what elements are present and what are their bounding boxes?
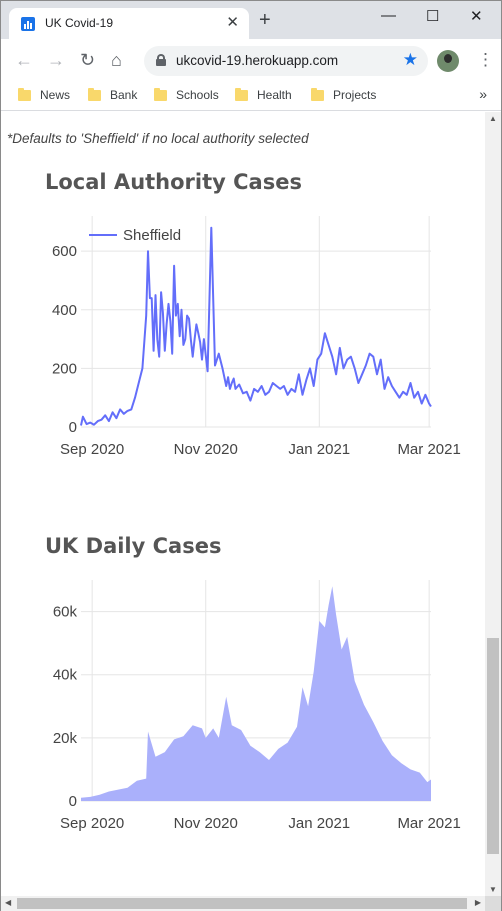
star-icon[interactable]: ★ [402, 50, 418, 69]
horizontal-scroll-thumb[interactable] [17, 898, 467, 909]
scrollbar-corner [485, 896, 501, 911]
x-tick-label: Sep 2020 [60, 441, 124, 458]
y-tick-label: 600 [52, 243, 77, 260]
tab-uk-covid[interactable]: UK Covid-19 ✕ [9, 8, 249, 39]
page-content: *Defaults to 'Sheffield' if no local aut… [1, 112, 485, 896]
y-tick-label: 400 [52, 302, 77, 319]
y-tick-label: 60k [53, 604, 78, 621]
bookmarks-bar: News Bank Schools Health Projects » [1, 83, 501, 111]
tab-strip: UK Covid-19 ✕ + — ☐ ✕ [1, 1, 501, 39]
tab-title: UK Covid-19 [45, 16, 114, 30]
x-tick-label: Mar 2021 [397, 441, 460, 458]
lock-icon [156, 54, 166, 66]
y-tick-label: 0 [69, 793, 77, 810]
profile-avatar[interactable] [437, 50, 459, 72]
reload-icon[interactable]: ↻ [80, 50, 96, 70]
y-tick-label: 0 [69, 419, 77, 436]
maximize-button[interactable]: ☐ [426, 8, 440, 25]
x-tick-label: Sep 2020 [60, 815, 124, 832]
x-tick-label: Mar 2021 [397, 815, 460, 832]
x-tick-label: Jan 2021 [288, 815, 350, 832]
folder-icon [18, 88, 31, 101]
scroll-up-icon[interactable]: ▲ [489, 114, 497, 123]
folder-icon [235, 88, 248, 101]
sheffield-line[interactable] [80, 226, 432, 426]
default-note: *Defaults to 'Sheffield' if no local aut… [7, 131, 309, 146]
x-tick-label: Nov 2020 [174, 815, 238, 832]
uk-cases-area[interactable] [81, 586, 431, 801]
forward-arrow-icon[interactable]: → [47, 50, 65, 70]
address-bar[interactable]: ukcovid-19.herokuapp.com ★ [144, 46, 428, 76]
scroll-right-icon[interactable]: ▶ [474, 898, 481, 907]
x-tick-label: Jan 2021 [288, 441, 350, 458]
tab-close-icon[interactable]: ✕ [226, 14, 239, 31]
y-tick-label: 40k [53, 667, 78, 684]
new-tab-button[interactable]: + [259, 9, 271, 31]
y-tick-label: 20k [53, 730, 78, 747]
horizontal-scrollbar[interactable]: ◀ ▶ [1, 896, 485, 911]
chart-legend[interactable]: Sheffield [89, 227, 181, 244]
uk-daily-chart[interactable]: Sep 2020 Nov 2020 Jan 2021 Mar 2021 0 20k 40k 6… [1, 576, 485, 836]
local-authority-title: Local Authority Cases [45, 170, 302, 194]
home-icon[interactable]: ⌂ [111, 50, 122, 70]
scroll-left-icon[interactable]: ◀ [5, 898, 12, 907]
browser-toolbar: ← → ↻ ⌂ ukcovid-19.herokuapp.com ★ ⋮ [1, 39, 501, 83]
close-window-button[interactable]: ✕ [470, 8, 483, 25]
minimize-button[interactable]: — [381, 7, 396, 24]
url-text: ukcovid-19.herokuapp.com [176, 53, 339, 68]
local-authority-chart[interactable]: Sep 2020 Nov 2020 Jan 2021 Mar 2021 0 200 400 6… [1, 212, 485, 472]
y-tick-label: 200 [52, 360, 77, 377]
back-arrow-icon[interactable]: ← [15, 50, 33, 70]
folder-icon [311, 88, 324, 101]
chart-favicon-icon [21, 17, 35, 31]
uk-daily-title: UK Daily Cases [45, 534, 222, 558]
scroll-down-icon[interactable]: ▼ [489, 885, 497, 894]
vertical-scroll-thumb[interactable] [487, 638, 499, 854]
vertical-scrollbar[interactable]: ▲ ▼ [485, 112, 501, 896]
bookmarks-overflow-icon[interactable]: » [479, 86, 487, 102]
folder-icon [154, 88, 167, 101]
legend-label: Sheffield [123, 227, 181, 244]
x-tick-label: Nov 2020 [174, 441, 238, 458]
folder-icon [88, 88, 101, 101]
menu-dots-icon[interactable]: ⋮ [477, 50, 494, 69]
